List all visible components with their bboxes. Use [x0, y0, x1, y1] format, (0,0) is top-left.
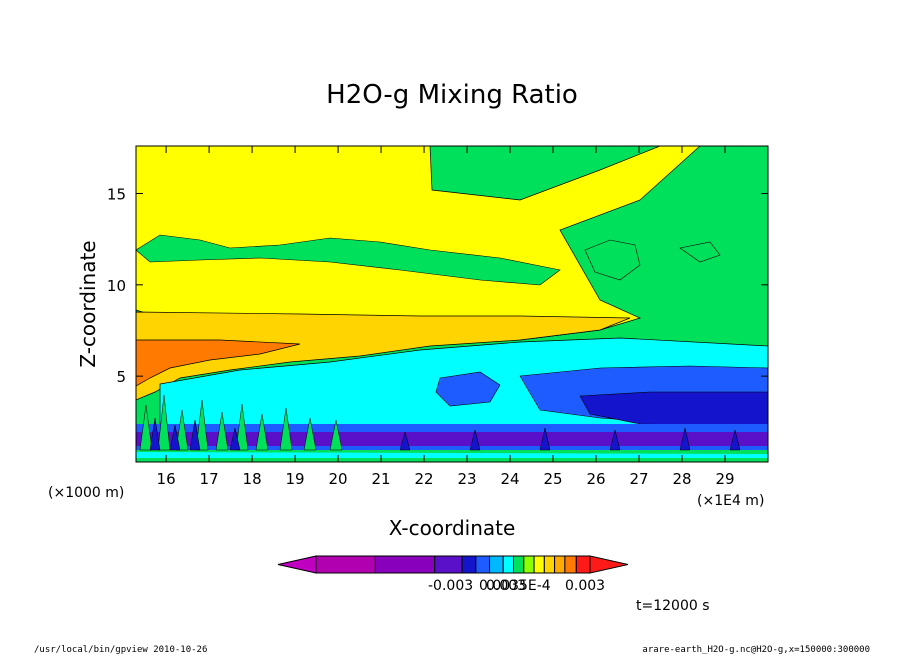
x-tick-label: 21	[372, 470, 391, 488]
footer-right: arare-earth_H2O-g.nc@H2O-g,x=150000:3000…	[642, 645, 870, 654]
colorbar-arrow-left	[277, 555, 317, 574]
time-label: t=12000 s	[636, 598, 710, 614]
x-tick-label: 24	[500, 470, 519, 488]
x-unit-label: (×1E4 m)	[697, 493, 764, 509]
x-tick-label: 28	[672, 470, 691, 488]
x-tick-label: 22	[415, 470, 434, 488]
colorbar-label-4: 5E-4	[519, 578, 551, 594]
colorbar-segment	[533, 555, 545, 574]
colorbar-segment	[502, 555, 515, 574]
y-axis: 5 10 15	[107, 185, 768, 386]
colorbar-arrow-right	[589, 555, 629, 574]
x-axis-label: X-coordinate	[389, 516, 516, 540]
colorbar-segment	[554, 555, 566, 574]
x-tick-label: 17	[200, 470, 219, 488]
x-tick-label: 26	[586, 470, 605, 488]
y-tick-label: 5	[116, 368, 126, 386]
chart-title: H2O-g Mixing Ratio	[326, 80, 578, 110]
plot-area	[135, 145, 769, 463]
colorbar-segment	[523, 555, 535, 574]
x-tick-label: 23	[458, 470, 477, 488]
y-axis-label: Z-coordinate	[76, 240, 100, 367]
colorbar-label-5: 0.003	[565, 578, 605, 594]
x-tick-label: 27	[629, 470, 648, 488]
x-axis: 16 17 18 19 20 21 22 23 24 25 26 27 28 29	[157, 146, 735, 488]
colorbar-segment	[489, 555, 504, 574]
y-unit-label: (×1000 m)	[48, 485, 124, 501]
colorbar-segment	[475, 555, 491, 574]
colorbar-label-2: 0.003	[479, 578, 519, 594]
x-tick-label: 19	[286, 470, 305, 488]
x-tick-label: 20	[329, 470, 348, 488]
x-tick-label: 16	[157, 470, 176, 488]
colorbar-segment	[461, 555, 477, 574]
x-tick-label: 29	[715, 470, 734, 488]
x-tick-label: 25	[543, 470, 562, 488]
plot-frame	[135, 145, 769, 463]
colorbar-segment	[513, 555, 525, 574]
y-tick-label: 10	[107, 277, 126, 295]
footer-left: /usr/local/bin/gpview 2010-10-26	[34, 645, 207, 654]
colorbar-segment	[315, 555, 376, 574]
y-tick-label: 15	[107, 185, 126, 203]
x-tick-label: 18	[243, 470, 262, 488]
colorbar-segment	[374, 555, 436, 574]
colorbar-segment	[434, 555, 463, 574]
colorbar-segment	[564, 555, 577, 574]
colorbar-segment	[543, 555, 556, 574]
colorbar-label-1: -0.003	[428, 578, 473, 594]
colorbar-label-3: 0.003	[486, 578, 526, 594]
colorbar	[277, 555, 629, 574]
colorbar-segment	[575, 555, 591, 574]
